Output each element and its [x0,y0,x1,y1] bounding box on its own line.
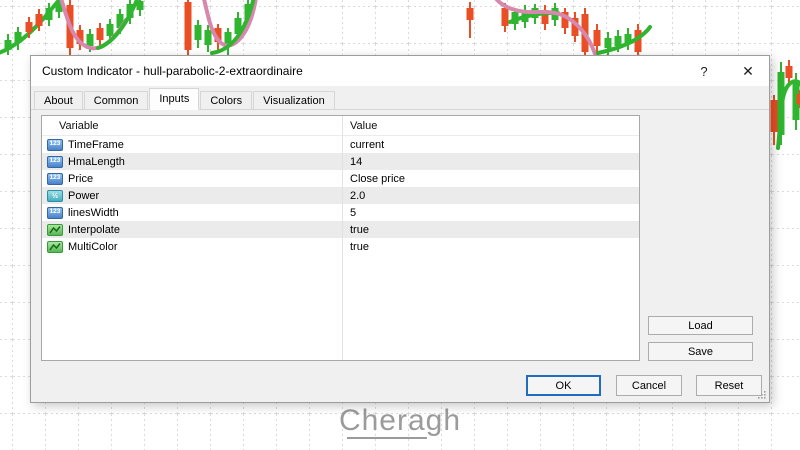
table-row[interactable]: Interpolate true [42,221,639,238]
dialog-titlebar: Custom Indicator - hull-parabolic-2-extr… [31,56,769,86]
variable-name: Power [68,189,100,202]
table-row[interactable]: 123 TimeFrame current [42,136,639,153]
tab-visualization[interactable]: Visualization [253,91,335,109]
variable-value[interactable]: 5 [350,206,357,219]
load-button[interactable]: Load [648,316,753,335]
table-row[interactable]: MultiColor true [42,238,639,255]
column-header-variable: Variable [59,119,99,132]
watermark-underline [347,437,427,439]
variable-name: linesWidth [68,206,119,219]
help-icon[interactable]: ? [700,63,708,79]
dialog-title: Custom Indicator - hull-parabolic-2-extr… [42,64,303,78]
table-row[interactable]: 123 HmaLength 14 [42,153,639,170]
cancel-button[interactable]: Cancel [616,375,682,396]
variable-name: TimeFrame [68,138,124,151]
variable-value[interactable]: true [350,240,369,253]
reset-button[interactable]: Reset [696,375,762,396]
watermark-logo: Cheragh [338,404,462,437]
variable-name: Interpolate [68,223,120,236]
table-row[interactable]: ½ Power 2.0 [42,187,639,204]
table-row[interactable]: 123 linesWidth 5 [42,204,639,221]
variable-name: MultiColor [68,240,118,253]
custom-indicator-dialog: Custom Indicator - hull-parabolic-2-extr… [30,55,770,403]
table-row[interactable]: 123 Price Close price [42,170,639,187]
number-icon: 123 [47,172,63,185]
fraction-icon: ½ [47,189,63,202]
ok-button[interactable]: OK [526,375,601,396]
close-icon[interactable]: ✕ [742,62,754,79]
column-divider [342,116,343,360]
curve-icon [47,223,63,236]
tab-about[interactable]: About [34,91,83,109]
variable-value[interactable]: current [350,138,385,151]
inputs-table: Variable Value 123 TimeFrame current 123 H… [41,115,640,361]
save-button[interactable]: Save [648,342,753,361]
variable-value[interactable]: 2.0 [350,189,366,202]
tab-colors[interactable]: Colors [200,91,253,109]
variable-value[interactable]: Close price [350,172,406,185]
number-icon: 123 [47,138,63,151]
tab-strip: About Common Inputs Colors Visualization [31,87,769,110]
table-header: Variable Value [42,116,639,136]
variable-name: HmaLength [68,155,125,168]
variable-value[interactable]: 14 [350,155,363,168]
variable-value[interactable]: true [350,223,369,236]
resize-grip[interactable] [757,390,766,399]
tab-common[interactable]: Common [83,91,149,109]
variable-name: Price [68,172,94,185]
number-icon: 123 [47,206,63,219]
column-header-value: Value [350,119,378,132]
curve-icon [47,240,63,253]
tab-inputs[interactable]: Inputs [149,88,200,110]
number-icon: 123 [47,155,63,168]
